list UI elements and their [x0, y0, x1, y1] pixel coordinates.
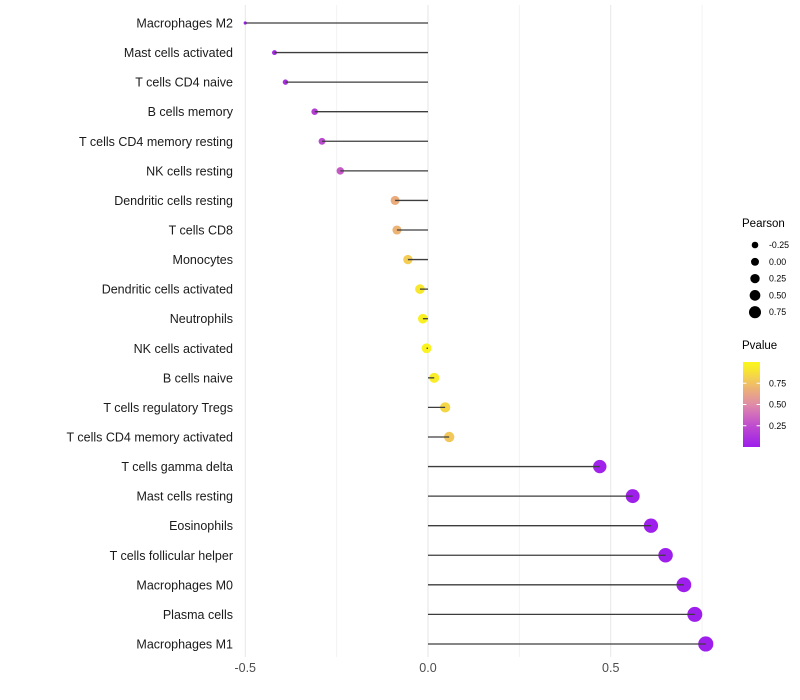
lollipop-dot [390, 195, 400, 205]
row-label: Dendritic cells activated [102, 283, 233, 297]
row-label: T cells regulatory Tregs [103, 401, 233, 415]
legend-size-label: 0.75 [769, 307, 786, 317]
x-axis-tick-label: 0.5 [602, 661, 619, 675]
row-label: Mast cells activated [124, 46, 233, 60]
legend-size-label: 0.00 [769, 257, 786, 267]
row-label: Mast cells resting [136, 490, 233, 504]
row-label: Macrophages M0 [136, 578, 233, 592]
row-label: T cells CD4 memory activated [67, 430, 234, 444]
legend-size-dot [749, 290, 761, 301]
row-label: Macrophages M2 [136, 17, 233, 31]
x-axis-tick-label: -0.5 [234, 661, 256, 675]
legend-size-label: 0.50 [769, 290, 786, 300]
row-label: T cells gamma delta [121, 460, 233, 474]
legend-color-label: 0.50 [769, 400, 786, 410]
lollipop-dot [658, 548, 673, 563]
x-axis-tick-label: 0.0 [419, 661, 436, 675]
row-label: B cells memory [148, 105, 234, 119]
legend-pearson-title: Pearson [742, 218, 785, 230]
legend-color-bar [743, 362, 760, 447]
legend-color-label: 0.75 [769, 378, 786, 388]
legend-size-dot [750, 273, 760, 284]
row-label: Macrophages M1 [136, 637, 233, 651]
legend-pvalue-title: Pvalue [742, 340, 778, 352]
row-label: Plasma cells [163, 608, 233, 622]
row-label: T cells CD4 naive [135, 76, 233, 90]
row-label: T cells CD4 memory resting [79, 135, 233, 149]
legend-size-label: 0.25 [769, 274, 786, 284]
row-label: NK cells resting [146, 164, 233, 178]
row-label: Dendritic cells resting [114, 194, 233, 208]
row-label: NK cells activated [134, 342, 233, 356]
legend-size-dot [751, 257, 759, 266]
row-label: B cells naive [163, 371, 233, 385]
legend-size-dot [748, 306, 762, 319]
row-label: T cells CD8 [169, 223, 233, 237]
row-label: Monocytes [173, 253, 233, 267]
row-label: Eosinophils [169, 519, 233, 533]
row-label: T cells follicular helper [110, 549, 233, 563]
legend-size-dot [751, 241, 759, 249]
legend-size-label: -0.25 [769, 240, 789, 250]
row-label: Neutrophils [170, 312, 233, 326]
legend-color-label: 0.25 [769, 421, 786, 431]
